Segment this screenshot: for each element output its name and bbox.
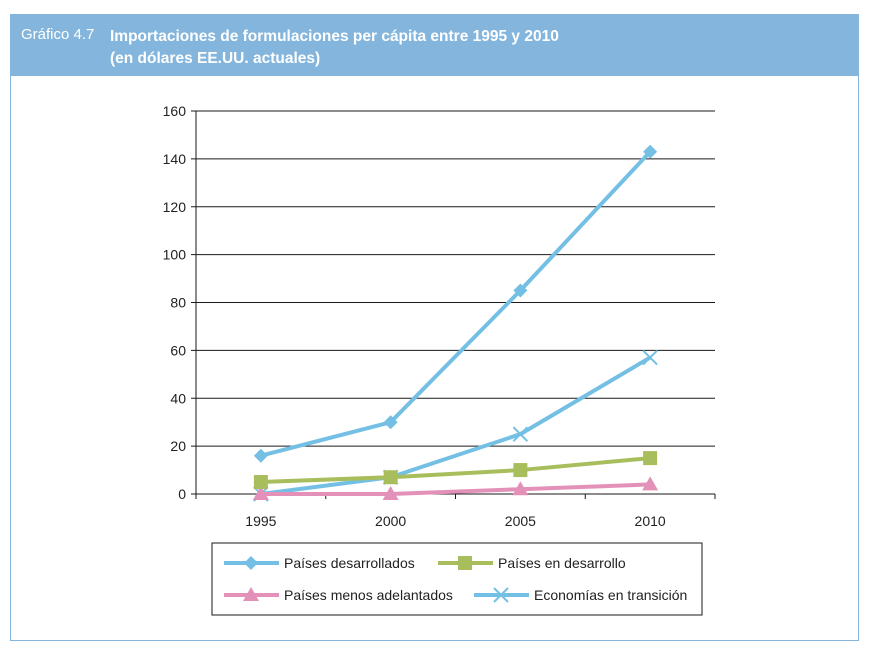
legend-item-4: Economías en transición bbox=[474, 587, 687, 603]
y-tick-label: 100 bbox=[163, 247, 187, 263]
data-point bbox=[643, 451, 658, 466]
data-point bbox=[512, 481, 529, 496]
data-point bbox=[382, 486, 399, 500]
data-point bbox=[643, 144, 658, 159]
legend-label: Economías en transición bbox=[534, 587, 687, 603]
series-group bbox=[252, 144, 659, 502]
legend-marker bbox=[243, 587, 259, 601]
legend-label: Países desarrollados bbox=[284, 555, 415, 571]
y-tick-label: 40 bbox=[170, 390, 186, 406]
data-point bbox=[383, 415, 398, 430]
x-tick-label: 2005 bbox=[505, 513, 536, 529]
series-2 bbox=[253, 451, 658, 490]
x-tick-labels: 1995 2000 2005 2010 bbox=[245, 513, 666, 529]
data-point bbox=[253, 448, 268, 463]
series-line bbox=[260, 482, 651, 496]
legend: Países desarrollados Países en desarrollo… bbox=[211, 542, 703, 616]
y-tick-labels: 0 20 40 60 80 100 120 140 160 bbox=[163, 103, 187, 502]
data-point bbox=[383, 470, 398, 485]
y-tick-label: 120 bbox=[163, 199, 187, 215]
y-tick-label: 60 bbox=[170, 342, 186, 358]
legend-marker bbox=[458, 556, 472, 570]
legend-item-3: Países menos adelantados bbox=[224, 587, 453, 603]
x-tick-label: 2010 bbox=[635, 513, 666, 529]
figure-title-line-2: (en dólares EE.UU. actuales) bbox=[110, 50, 321, 67]
data-point bbox=[253, 475, 268, 490]
figure-label: Gráfico 4.7 bbox=[21, 26, 95, 43]
data-point bbox=[642, 349, 658, 366]
series-line bbox=[260, 150, 652, 458]
series-line bbox=[260, 355, 652, 496]
legend-box bbox=[211, 542, 703, 616]
legend-label: Países en desarrollo bbox=[498, 555, 626, 571]
data-point bbox=[512, 426, 529, 442]
figure-title-line-1: Importaciones de formulaciones per cápit… bbox=[110, 28, 559, 45]
legend-label: Países menos adelantados bbox=[284, 587, 453, 603]
figure-title: Importaciones de formulaciones per cápit… bbox=[110, 26, 810, 70]
y-tick-label: 80 bbox=[170, 295, 186, 311]
y-tick-label: 160 bbox=[163, 103, 187, 119]
legend-marker bbox=[493, 587, 509, 603]
x-tick-label: 2000 bbox=[375, 513, 406, 529]
legend-marker bbox=[244, 556, 258, 570]
data-point bbox=[252, 486, 269, 500]
figure-header: Gráfico 4.7 Importaciones de formulacion… bbox=[11, 15, 858, 76]
data-point bbox=[513, 463, 528, 478]
series-3 bbox=[252, 476, 659, 500]
series-1 bbox=[253, 144, 658, 463]
grid-lines bbox=[196, 110, 715, 447]
x-tick-label: 1995 bbox=[245, 513, 276, 529]
y-tick-label: 20 bbox=[170, 438, 186, 454]
series-line bbox=[260, 456, 651, 485]
legend-item-1: Países desarrollados bbox=[224, 555, 415, 571]
data-point bbox=[513, 283, 528, 298]
data-point bbox=[642, 476, 659, 491]
legend-item-2: Países en desarrollo bbox=[438, 555, 626, 571]
figure-frame: Gráfico 4.7 Importaciones de formulacion… bbox=[10, 14, 859, 641]
y-tick-label: 140 bbox=[163, 151, 187, 167]
y-tick-label: 0 bbox=[178, 486, 186, 502]
